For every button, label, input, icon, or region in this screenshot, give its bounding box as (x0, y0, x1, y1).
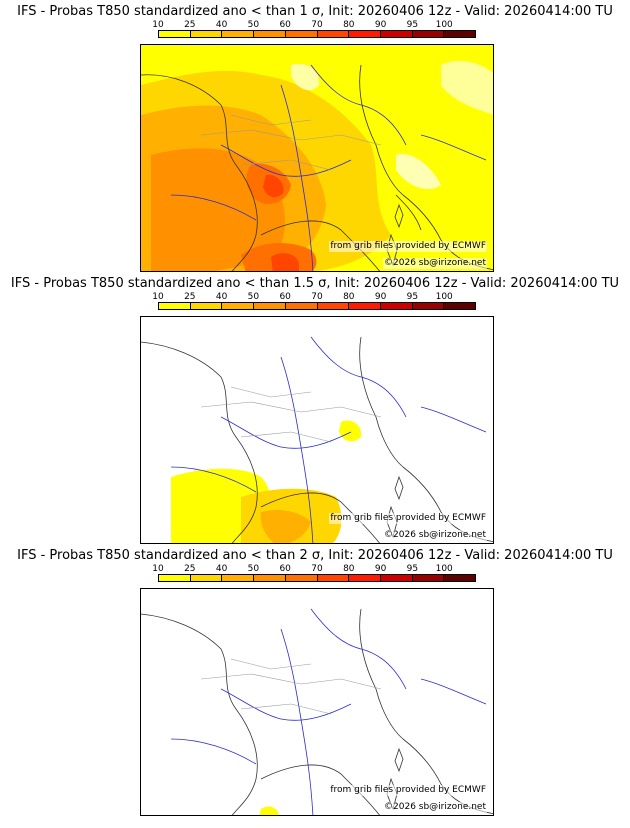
panel-title: IFS - Probas T850 standardized ano < tha… (17, 4, 613, 19)
panel-title: IFS - Probas T850 standardized ano < tha… (17, 548, 613, 563)
colorbar-segment (412, 303, 445, 309)
copyright-credit: ©2026 sb@irizone.net (383, 530, 487, 541)
colorbar-segment (444, 575, 476, 581)
colorbar-tick-label: 70 (311, 564, 323, 574)
colorbar (158, 574, 476, 582)
colorbar-segment (254, 575, 286, 581)
data-source-credit: from grib files provided by ECMWF (329, 241, 487, 252)
colorbar-tick-label: 80 (343, 564, 355, 574)
colorbar-segment (349, 303, 381, 309)
colorbar-tick-label: 50 (247, 292, 260, 302)
probability-map: from grib files provided by ECMWF ©2026 … (140, 588, 494, 816)
colorbar (158, 30, 476, 38)
colorbar-segment (254, 31, 286, 37)
colorbar-tick-label: 10 (152, 292, 164, 302)
copyright-credit: ©2026 sb@irizone.net (383, 258, 487, 269)
colorbar-ticks: 10 25 40 50 60 70 80 90 95 100 (140, 292, 494, 302)
colorbar-tick-label: 60 (279, 20, 291, 30)
colorbar-tick-label: 100 (435, 292, 453, 302)
colorbar-segment (159, 31, 191, 37)
colorbar-tick-label: 40 (215, 292, 228, 302)
probability-map: from grib files provided by ECMWF ©2026 … (140, 44, 494, 272)
colorbar-ticks: 10 25 40 50 60 70 80 90 95 100 (140, 564, 494, 574)
colorbar-segment (380, 575, 413, 581)
colorbar-tick-label: 90 (374, 20, 387, 30)
colorbar-segment (190, 303, 223, 309)
colorbar-segment (380, 31, 413, 37)
colorbar-tick-label: 90 (374, 564, 387, 574)
colorbar-tick-label: 40 (215, 564, 228, 574)
colorbar-tick-label: 25 (184, 564, 196, 574)
colorbar-tick-label: 60 (279, 292, 291, 302)
colorbar-segment (444, 31, 476, 37)
panel-3: IFS - Probas T850 standardized ano < tha… (0, 548, 630, 816)
data-source-credit: from grib files provided by ECMWF (329, 513, 487, 524)
colorbar-tick-label: 95 (406, 564, 419, 574)
colorbar-tick-label: 80 (343, 292, 355, 302)
colorbar-tick-label: 95 (406, 292, 419, 302)
colorbar-tick-label: 70 (311, 20, 323, 30)
colorbar-tick-label: 90 (374, 292, 387, 302)
colorbar-segment (222, 303, 255, 309)
colorbar-tick-label: 60 (279, 564, 291, 574)
colorbar-tick-label: 10 (152, 20, 164, 30)
colorbar-segment (412, 31, 445, 37)
colorbar-segment (222, 575, 255, 581)
colorbar-segment (285, 575, 318, 581)
colorbar (158, 302, 476, 310)
panel-2: IFS - Probas T850 standardized ano < tha… (0, 276, 630, 544)
data-source-credit: from grib files provided by ECMWF (329, 785, 487, 796)
colorbar-tick-label: 95 (406, 20, 419, 30)
colorbar-segment (412, 575, 445, 581)
colorbar-segment (317, 303, 350, 309)
colorbar-segment (190, 575, 223, 581)
colorbar-tick-label: 10 (152, 564, 164, 574)
colorbar-segment (349, 31, 381, 37)
colorbar-tick-label: 100 (435, 20, 453, 30)
colorbar-segment (222, 31, 255, 37)
colorbar-segment (159, 303, 191, 309)
copyright-credit: ©2026 sb@irizone.net (383, 802, 487, 813)
colorbar-segment (285, 303, 318, 309)
colorbar-segment (190, 31, 223, 37)
panel-1: IFS - Probas T850 standardized ano < tha… (0, 4, 630, 272)
colorbar-segment (380, 303, 413, 309)
colorbar-tick-label: 25 (184, 20, 196, 30)
colorbar-ticks: 10 25 40 50 60 70 80 90 95 100 (140, 20, 494, 30)
colorbar-segment (254, 303, 286, 309)
probability-map: from grib files provided by ECMWF ©2026 … (140, 316, 494, 544)
colorbar-tick-label: 70 (311, 292, 323, 302)
colorbar-segment (285, 31, 318, 37)
colorbar-tick-label: 80 (343, 20, 355, 30)
colorbar-tick-label: 100 (435, 564, 453, 574)
colorbar-segment (317, 31, 350, 37)
colorbar-tick-label: 40 (215, 20, 228, 30)
colorbar-segment (349, 575, 381, 581)
colorbar-tick-label: 50 (247, 564, 260, 574)
colorbar-tick-label: 25 (184, 292, 196, 302)
colorbar-segment (159, 575, 191, 581)
colorbar-segment (444, 303, 476, 309)
panel-title: IFS - Probas T850 standardized ano < tha… (10, 276, 620, 291)
colorbar-tick-label: 50 (247, 20, 260, 30)
colorbar-segment (317, 575, 350, 581)
